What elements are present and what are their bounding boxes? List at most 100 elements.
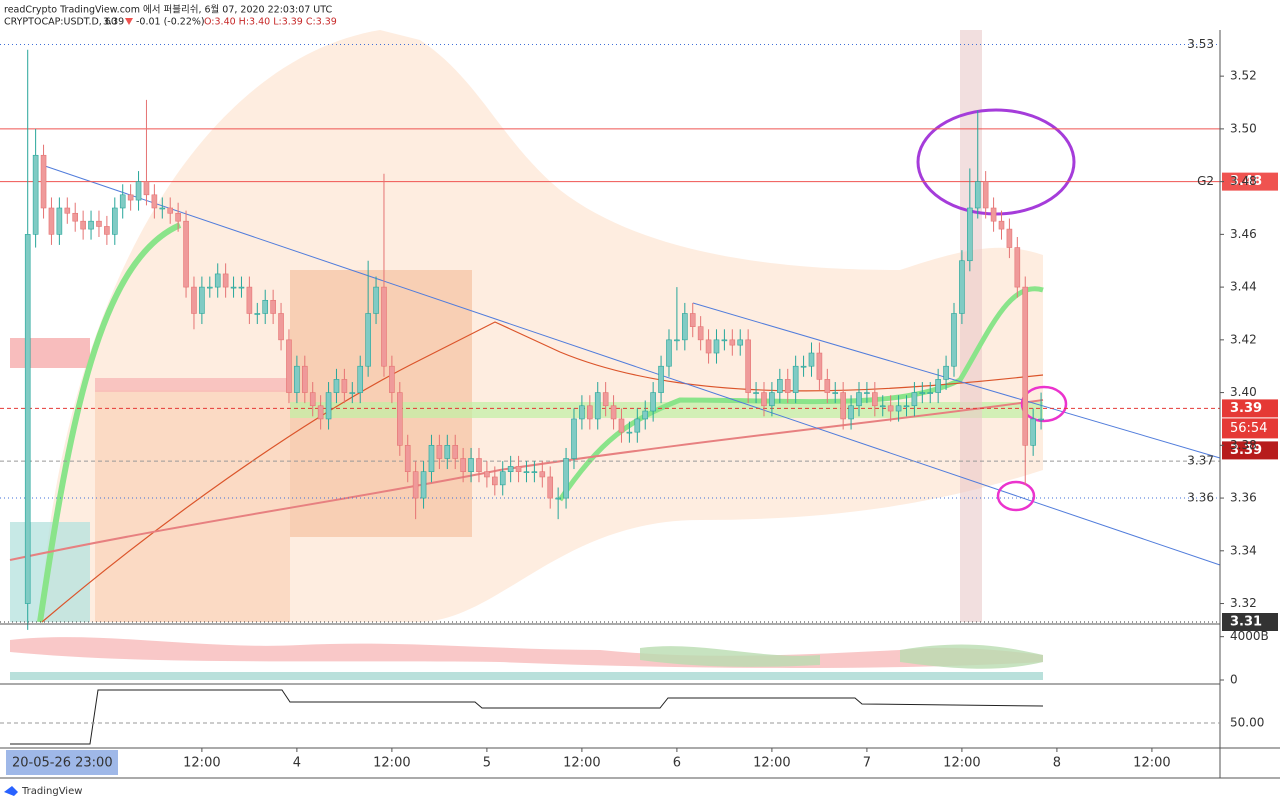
- y-tick-label: 3.48: [1230, 174, 1257, 188]
- candle-body: [468, 458, 474, 472]
- candle-body: [967, 207, 973, 262]
- candle-body: [682, 313, 688, 341]
- candle-body: [286, 339, 292, 393]
- countdown: 56:54: [1230, 421, 1267, 436]
- candle-body: [365, 313, 371, 367]
- candle-body: [206, 286, 213, 289]
- price-label: 3.48: [1230, 174, 1262, 189]
- candle-body: [48, 207, 55, 235]
- candle-body: [856, 392, 862, 407]
- y-tick-label: 3.40: [1230, 385, 1257, 399]
- candle-body: [998, 220, 1005, 230]
- candle-body: [903, 405, 910, 408]
- candle-body: [824, 379, 831, 393]
- x-tick-label: 12:00: [943, 756, 980, 771]
- candle-body: [294, 365, 300, 393]
- price-label: 3.39: [1230, 443, 1262, 458]
- overlays: [9, 30, 1221, 623]
- zone: [10, 338, 90, 368]
- x-tick-label: 12:00: [563, 756, 600, 771]
- candle-body: [167, 207, 174, 214]
- ma: [9, 399, 1044, 561]
- y-tick-label: 3.34: [1230, 543, 1257, 557]
- y-tick-label: 3.42: [1230, 332, 1257, 346]
- trend-line: [692, 302, 1221, 459]
- zone: [95, 390, 290, 622]
- candle-body: [563, 458, 569, 499]
- candle-body: [658, 365, 664, 393]
- candle-body: [634, 418, 641, 433]
- candle-body: [800, 365, 807, 368]
- candle-body: [887, 405, 894, 412]
- candle-body: [238, 286, 245, 289]
- header-line: readCrypto TradingView.com 에서 퍼블리쉬, 6월 0…: [4, 4, 333, 16]
- trend-line: [41, 164, 1221, 566]
- candle-body: [104, 226, 110, 235]
- candle-body: [848, 405, 854, 420]
- candle-body: [982, 181, 989, 209]
- candle-body: [753, 392, 759, 394]
- x-tick-label: 12:00: [1133, 756, 1170, 771]
- candle-body: [88, 220, 94, 230]
- candle-body: [1038, 418, 1044, 421]
- candles: [24, 49, 1044, 630]
- candle-body: [357, 365, 364, 393]
- x-tick-label: 6: [673, 756, 681, 771]
- candle-body: [420, 471, 427, 499]
- volume-strip: [10, 672, 1043, 680]
- x-tick-label: 12:00: [183, 756, 220, 771]
- candle-body: [309, 392, 316, 407]
- annotation-circle: [916, 108, 1076, 216]
- y-tick-label: 3.36: [1230, 491, 1257, 505]
- levels: 3.53 3.48 G2 3.39 3.37 3.36 3.31 56:54 3.39: [0, 37, 1278, 631]
- candle-body: [792, 365, 799, 393]
- candle-body: [119, 194, 126, 209]
- candle-body: [452, 445, 459, 459]
- candle-body: [547, 476, 554, 499]
- candle-body: [254, 313, 261, 315]
- candle-body: [428, 445, 435, 472]
- candle-body: [317, 405, 324, 420]
- crosshair-label: 20-05-26 23:00: [12, 756, 113, 771]
- candle-body: [610, 405, 617, 420]
- candle-body: [24, 234, 31, 604]
- candle-body: [911, 392, 918, 407]
- candle-body: [246, 286, 253, 314]
- candle-body: [270, 299, 276, 314]
- y-tick-label: 3.50: [1230, 121, 1257, 135]
- price-label: 3.37: [1187, 454, 1214, 468]
- candle-body: [80, 220, 86, 230]
- price-label: 3.36: [1187, 491, 1214, 505]
- candle-body: [531, 471, 538, 473]
- x-tick-label: 12:00: [753, 756, 790, 771]
- candle-body: [96, 220, 102, 227]
- candle-body: [341, 379, 348, 393]
- candle-body: [183, 220, 189, 288]
- candle-body: [397, 392, 403, 446]
- candle-body: [135, 181, 142, 201]
- candle-body: [959, 260, 965, 314]
- candle-body: [697, 326, 704, 341]
- candle-body: [927, 392, 934, 394]
- candle-body: [745, 339, 751, 393]
- price-box: [1222, 613, 1278, 631]
- y-tick-label: 3.44: [1230, 280, 1257, 294]
- candle-body: [642, 410, 649, 420]
- annotation-circle: [1020, 385, 1068, 423]
- candle-body: [587, 405, 593, 420]
- candle-body: [974, 181, 981, 209]
- candle-body: [713, 339, 720, 354]
- candle-body: [895, 405, 902, 412]
- candle-body: [761, 392, 767, 407]
- x-tick-label: 5: [483, 756, 491, 771]
- candle-body: [879, 405, 886, 408]
- candle-body: [507, 466, 514, 472]
- candle-body: [1014, 247, 1021, 288]
- candle-body: [705, 339, 712, 354]
- candle-body: [1006, 228, 1013, 248]
- zone: [290, 402, 1043, 418]
- y-tick-label: 4000B: [1230, 629, 1269, 643]
- candle-body: [492, 476, 498, 486]
- candle-body: [816, 352, 823, 380]
- x-tick-label: 7: [863, 756, 871, 771]
